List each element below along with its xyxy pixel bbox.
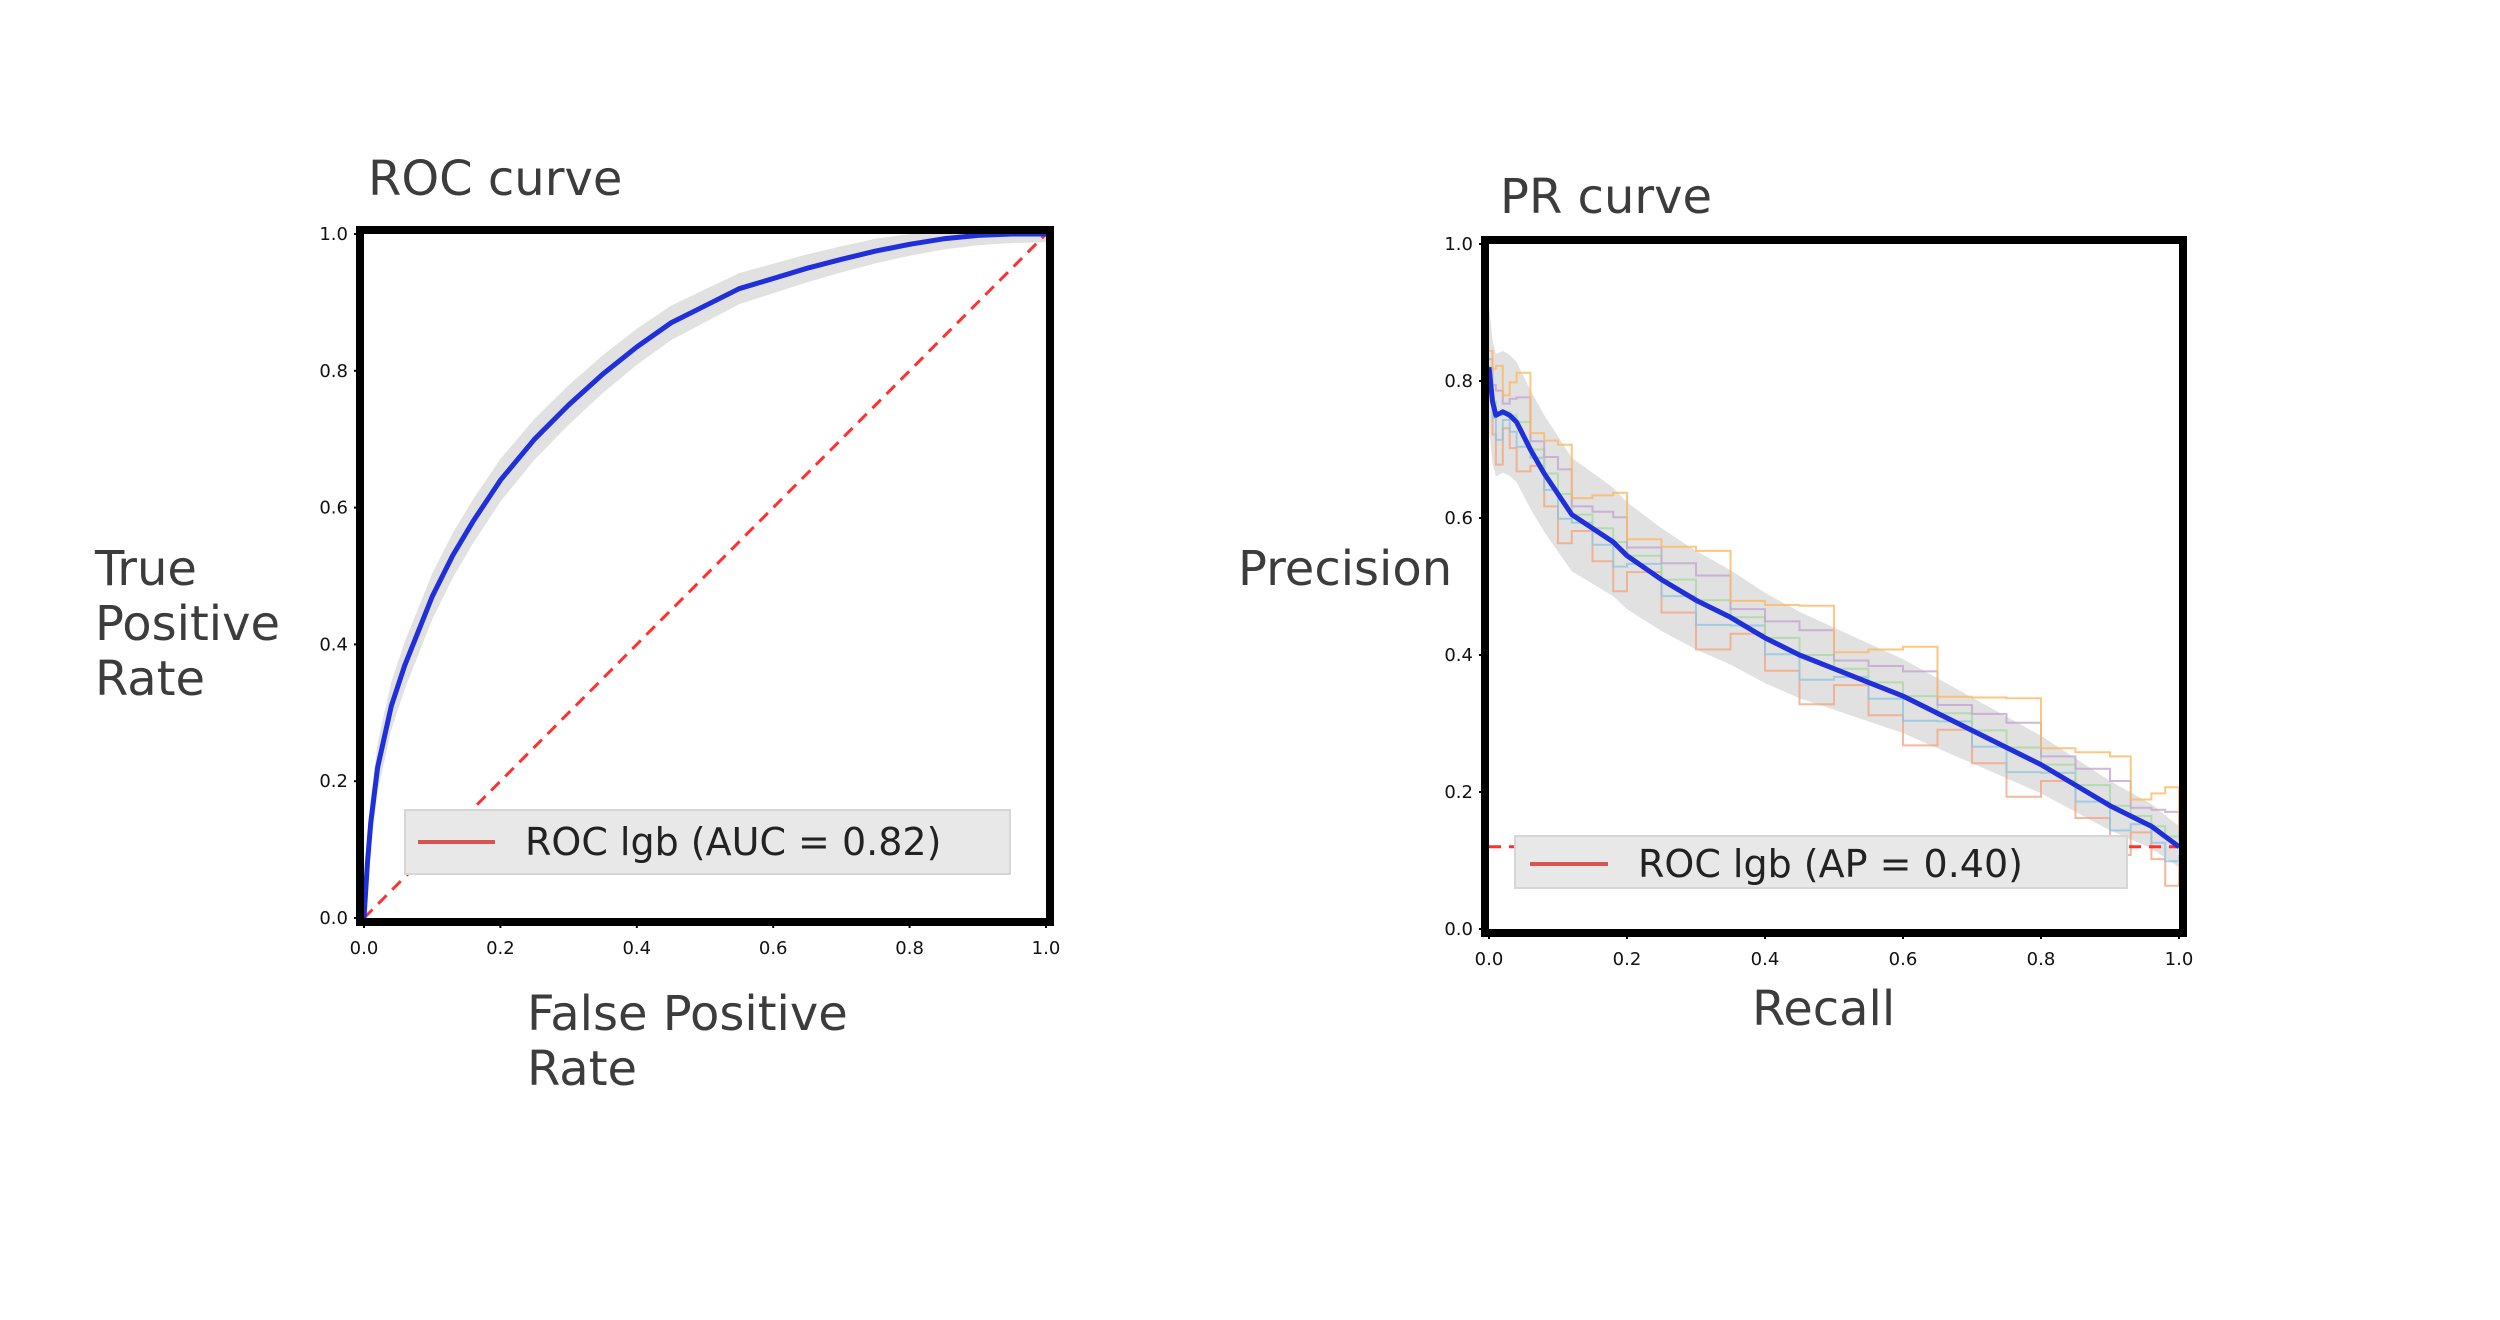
roc-x-tick-label: 0.4 bbox=[622, 938, 651, 959]
pr-curve-line bbox=[1486, 367, 2181, 849]
pr-ylabel: Precision bbox=[1238, 541, 1452, 597]
roc-x-tick-label: 0.2 bbox=[486, 938, 515, 959]
pr-x-tick-label: 0.8 bbox=[2027, 949, 2056, 970]
roc-ticks: 0.0 0.2 0.4 0.6 0.8 1.0 0.0 0.2 0.4 0.6 0.8 1.0 bbox=[319, 224, 1060, 959]
pr-xlabel: Recall bbox=[1752, 981, 1895, 1037]
pr-ticks: 0.0 0.2 0.4 0.6 0.8 1.0 0.0 0.2 0.4 0.6 0.8 1.0 bbox=[1444, 234, 2193, 970]
roc-plot-frame bbox=[356, 226, 1054, 926]
roc-chance-line bbox=[362, 232, 1048, 920]
roc-chart: ROC curve True Positive Rate False Posit… bbox=[94, 151, 1060, 1097]
pr-y-tick-label: 0.0 bbox=[1444, 919, 1473, 940]
pr-x-tick-label: 0.6 bbox=[1889, 949, 1918, 970]
pr-fold-curve bbox=[1489, 382, 2180, 887]
pr-fold-curve bbox=[1489, 374, 2180, 863]
pr-x-tick-label: 1.0 bbox=[2165, 949, 2194, 970]
pr-y-tick-label: 0.8 bbox=[1444, 371, 1473, 392]
roc-y-title: True Positive Rate bbox=[94, 541, 280, 707]
roc-ylabel-line: Rate bbox=[95, 651, 205, 707]
roc-y-tick-label: 0.4 bbox=[319, 634, 348, 655]
roc-ylabel-line: Positive bbox=[95, 596, 280, 652]
roc-x-tick-label: 0.8 bbox=[895, 938, 924, 959]
pr-y-tick-label: 0.4 bbox=[1444, 645, 1473, 666]
pr-title: PR curve bbox=[1500, 169, 1712, 225]
roc-x-tick-label: 1.0 bbox=[1032, 938, 1061, 959]
pr-x-tick-label: 0.0 bbox=[1475, 949, 1504, 970]
roc-legend: ROC lgb (AUC = 0.82) bbox=[404, 809, 1011, 875]
pr-y-tick-label: 1.0 bbox=[1444, 234, 1473, 255]
roc-y-tick-label: 0.8 bbox=[319, 361, 348, 382]
pr-fold-curve bbox=[1489, 358, 2180, 839]
pr-plot-frame bbox=[1481, 236, 2187, 937]
roc-legend-label: ROC lgb (AUC = 0.82) bbox=[525, 820, 941, 864]
roc-legend-box bbox=[404, 809, 1011, 875]
pr-x-tick-label: 0.4 bbox=[1751, 949, 1780, 970]
roc-xlabel-line: Rate bbox=[527, 1041, 637, 1097]
roc-y-tick-label: 1.0 bbox=[319, 224, 348, 245]
pr-fold-curves bbox=[1489, 349, 2180, 887]
roc-y-tick-label: 0.6 bbox=[319, 498, 348, 519]
roc-x-tick-label: 0.0 bbox=[350, 938, 379, 959]
roc-x-tick-label: 0.6 bbox=[759, 938, 788, 959]
roc-x-title: False Positive Rate bbox=[527, 986, 848, 1097]
pr-legend: ROC lgb (AP = 0.40) bbox=[1514, 835, 2128, 889]
roc-title: ROC curve bbox=[368, 151, 622, 207]
roc-y-tick-label: 0.0 bbox=[319, 908, 348, 929]
pr-x-tick-label: 0.2 bbox=[1613, 949, 1642, 970]
pr-fold-curve bbox=[1489, 349, 2180, 831]
roc-curve-line bbox=[361, 231, 1046, 919]
pr-legend-label: ROC lgb (AP = 0.40) bbox=[1638, 842, 2023, 886]
pr-y-tick-label: 0.6 bbox=[1444, 508, 1473, 529]
pr-confidence-band bbox=[1489, 305, 2179, 868]
roc-xlabel-line: False Positive bbox=[527, 986, 848, 1042]
pr-chart: PR curve Precision Recall 0.0 0.2 0.4 0.6 0.… bbox=[1238, 169, 2193, 1037]
pr-legend-box bbox=[1514, 835, 2128, 889]
pr-y-tick-label: 0.2 bbox=[1444, 782, 1473, 803]
roc-ylabel-line: True bbox=[94, 541, 197, 597]
roc-y-tick-label: 0.2 bbox=[319, 771, 348, 792]
